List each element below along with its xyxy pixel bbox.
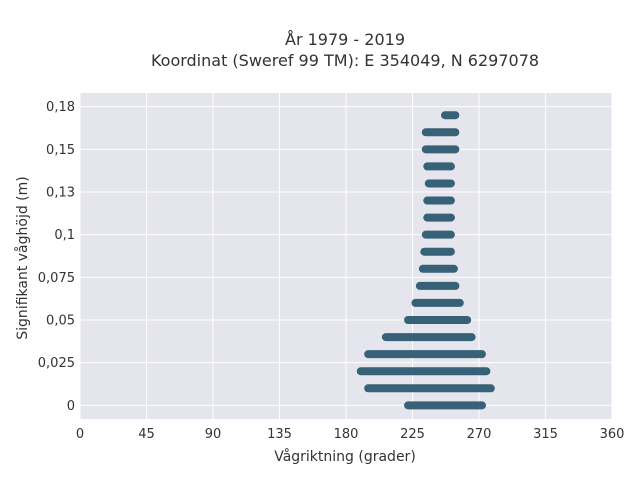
x-tick-label: 45 <box>138 427 155 442</box>
y-tick-label: 0,075 <box>38 271 75 286</box>
y-tick-label: 0,025 <box>38 356 75 371</box>
y-tick-label: 0 <box>67 399 75 414</box>
chart-title-line2: Koordinat (Sweref 99 TM): E 354049, N 62… <box>151 51 539 70</box>
chart-title-line1: År 1979 - 2019 <box>285 30 405 49</box>
x-tick-label: 90 <box>205 427 222 442</box>
x-axis-ticks: 0 45 90 135 180 225 270 315 360 <box>76 427 625 442</box>
y-tick-label: 0,13 <box>46 185 75 200</box>
gridlines <box>79 93 613 419</box>
data-points <box>356 111 495 410</box>
y-tick-label: 0,05 <box>46 314 75 329</box>
x-tick-label: 225 <box>400 427 425 442</box>
y-axis-ticks: 0 0,025 0,05 0,075 0,1 0,13 0,15 0,18 <box>38 100 75 414</box>
y-tick-label: 0,1 <box>54 228 75 243</box>
x-tick-label: 0 <box>76 427 84 442</box>
x-tick-label: 315 <box>533 427 558 442</box>
x-tick-label: 180 <box>334 427 359 442</box>
x-tick-label: 135 <box>267 427 292 442</box>
y-tick-label: 0,15 <box>46 143 75 158</box>
x-axis-title: Vågriktning (grader) <box>274 448 416 465</box>
x-tick-label: 270 <box>467 427 492 442</box>
x-tick-label: 360 <box>600 427 625 442</box>
y-tick-label: 0,18 <box>46 100 75 115</box>
y-axis-title: Signifikant våghöjd (m) <box>14 176 31 339</box>
